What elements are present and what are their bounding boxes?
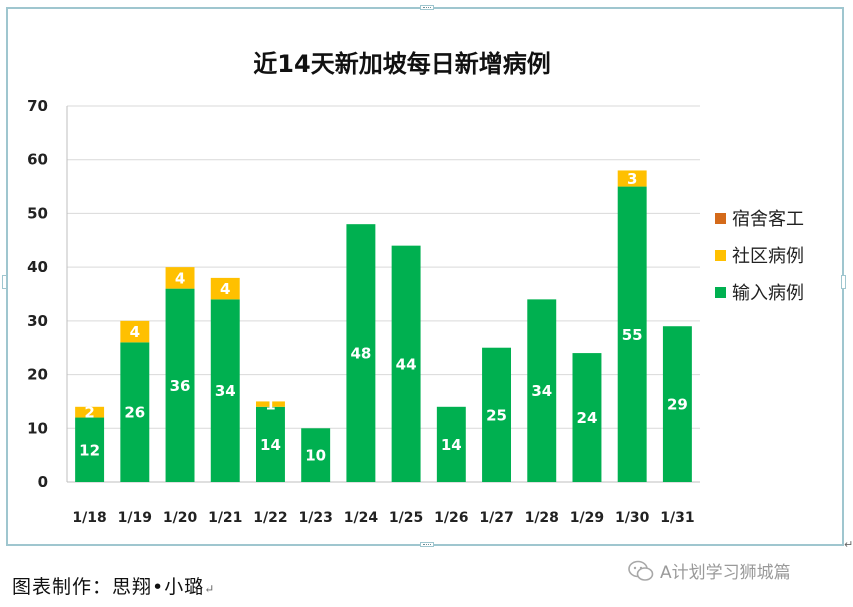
data-label: 1: [265, 396, 275, 414]
y-tick-label: 40: [27, 258, 48, 276]
data-label: 25: [486, 406, 507, 424]
x-tick-label: 1/30: [615, 510, 650, 526]
bar-segment: [120, 320, 150, 343]
legend-label: 社区病例: [732, 246, 804, 267]
bar-segment: [572, 353, 602, 482]
bar-segment: [662, 326, 692, 482]
bars: [75, 170, 692, 483]
data-label: 36: [170, 377, 191, 395]
axes: 0 10 20 30 40 50 60 70 1/18 1/19 1/20 1/21 1/22 1/23 1…: [27, 97, 700, 526]
x-tick-label: 1/19: [118, 510, 152, 526]
bar-segment: [165, 267, 195, 289]
bar-segment: [617, 186, 647, 483]
x-tick-label: 1/21: [208, 510, 242, 526]
x-tick-label: 1/29: [570, 510, 604, 526]
data-label: 10: [305, 447, 326, 465]
bar-segment: [120, 342, 150, 482]
bar-segment: [482, 347, 512, 482]
gridlines: [67, 105, 700, 429]
x-tick-label: 1/26: [434, 510, 468, 526]
resize-handle-top[interactable]: [420, 5, 434, 10]
x-tick-label: 1/20: [163, 510, 198, 526]
bar-segment: [210, 277, 240, 300]
data-label: 34: [531, 382, 552, 400]
y-tick-label: 10: [27, 419, 48, 437]
resize-handle-left[interactable]: [2, 275, 7, 289]
watermark: A计划学习狮城篇: [628, 558, 791, 583]
x-tick-label: 1/25: [389, 510, 423, 526]
y-tick-label: 60: [27, 151, 48, 169]
data-label: 4: [130, 323, 140, 341]
data-label: 3: [627, 170, 637, 188]
bar-segment: [436, 406, 466, 482]
resize-handle-bottom[interactable]: [420, 542, 434, 547]
bar-segment: [301, 428, 331, 482]
pilcrow-mark: ↵: [844, 538, 853, 551]
legend-swatch: [715, 250, 726, 261]
bar-segment: [391, 245, 421, 482]
data-label: 12: [79, 441, 100, 459]
data-label: 26: [124, 404, 145, 422]
x-tick-label: 1/31: [660, 510, 694, 526]
data-label: 14: [441, 436, 462, 454]
watermark-text: A计划学习狮城篇: [660, 563, 791, 583]
data-label: 14: [260, 436, 281, 454]
y-tick-label: 20: [27, 366, 48, 384]
data-label: 4: [175, 269, 185, 287]
y-tick-label: 30: [27, 312, 48, 330]
data-label: 55: [622, 326, 643, 344]
x-tick-label: 1/18: [72, 510, 106, 526]
y-tick-label: 50: [27, 204, 48, 222]
credit-text: 图表制作：思翔•小璐: [12, 576, 205, 598]
bar-segment: [346, 224, 376, 482]
data-label: 24: [577, 409, 598, 427]
y-tick-label: 70: [27, 97, 48, 115]
chart-credit: 图表制作：思翔•小璐↵: [12, 572, 215, 599]
chart-title: 近14天新加坡每日新增病例: [253, 50, 550, 78]
legend-label: 宿舍客工: [732, 209, 804, 230]
x-tick-label: 1/24: [344, 510, 379, 526]
bar-segment: [210, 299, 240, 482]
x-tick-label: 1/23: [299, 510, 333, 526]
data-label: 29: [667, 396, 688, 414]
y-tick-label: 0: [38, 473, 48, 491]
data-label: 4: [220, 280, 230, 298]
bar-segment: [75, 406, 105, 418]
wechat-icon: [628, 560, 654, 581]
bar-segment: [255, 406, 285, 482]
bar-segment: [165, 288, 195, 482]
x-tick-label: 1/22: [253, 510, 287, 526]
bar-segment: [617, 170, 647, 187]
x-tick-label: 1/27: [479, 510, 513, 526]
data-label: 48: [350, 345, 371, 363]
bar-segment: [75, 417, 105, 482]
legend-label: 输入病例: [732, 283, 804, 304]
resize-handle-right[interactable]: [841, 275, 846, 289]
data-labels: 12 2 26 4 36 4 34 4 14 1 10 48 44 14 25 34 24 55 3 29: [79, 170, 688, 465]
data-label: 44: [396, 355, 417, 373]
chart: 近14天新加坡每日新增病例 0 10 20 30 40 50 60 70 1/18 1/19 1/2…: [27, 50, 804, 526]
bar-segment: [527, 299, 557, 482]
bar-segment: [255, 401, 285, 407]
x-tick-label: 1/28: [525, 510, 559, 526]
legend-swatch: [715, 213, 726, 224]
return-mark: ↵: [204, 582, 216, 596]
data-label: 2: [84, 404, 94, 422]
data-label: 34: [215, 382, 236, 400]
legend-swatch: [715, 287, 726, 298]
